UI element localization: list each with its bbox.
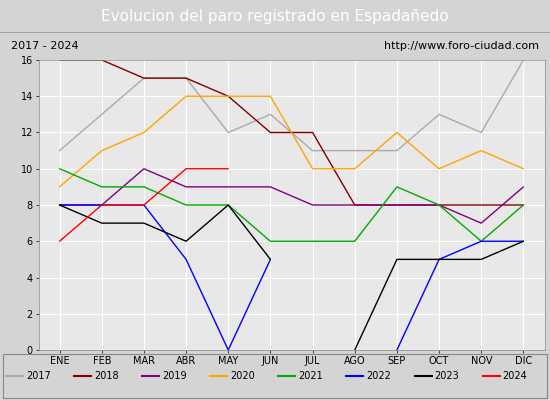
Text: 2024: 2024 — [502, 371, 527, 381]
Text: 2022: 2022 — [366, 371, 391, 381]
Text: 2021: 2021 — [298, 371, 323, 381]
Text: 2017 - 2024: 2017 - 2024 — [11, 41, 79, 51]
Text: 2018: 2018 — [94, 371, 119, 381]
Text: 2019: 2019 — [162, 371, 186, 381]
Text: 2020: 2020 — [230, 371, 255, 381]
Text: Evolucion del paro registrado en Espadañedo: Evolucion del paro registrado en Espadañ… — [101, 8, 449, 24]
Text: 2017: 2017 — [26, 371, 51, 381]
Text: 2023: 2023 — [434, 371, 459, 381]
Text: http://www.foro-ciudad.com: http://www.foro-ciudad.com — [384, 41, 539, 51]
